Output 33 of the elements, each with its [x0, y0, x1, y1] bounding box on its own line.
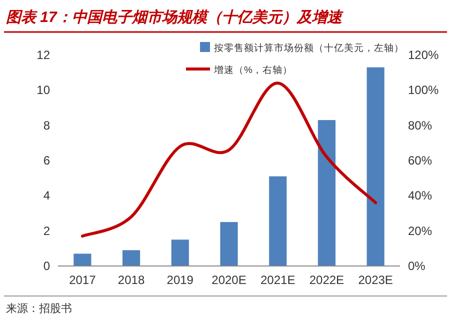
x-tick-label: 2020E [212, 273, 246, 287]
y-tick-label: 4 [43, 188, 50, 203]
y2-tick-label: 60% [408, 154, 432, 168]
bar [366, 67, 384, 266]
bar [269, 176, 287, 266]
bar [220, 222, 238, 266]
bar [122, 250, 140, 266]
y-tick-label: 0 [43, 259, 50, 273]
legend-label: 按零售额计算市场份额（十亿美元，左轴） [214, 42, 404, 54]
chart-title: 图表 17：中国电子烟市场规模（十亿美元）及增速 [6, 8, 344, 26]
legend-label: 增速（%，右轴） [213, 64, 292, 76]
bar [318, 120, 336, 266]
y-tick-label: 12 [36, 48, 50, 62]
x-tick-label: 2021E [260, 273, 296, 287]
y2-tick-label: 20% [408, 224, 432, 238]
x-tick-label: 2017 [69, 273, 96, 287]
y2-tick-label: 0% [408, 259, 426, 273]
x-tick-label: 2019 [166, 273, 194, 287]
y-tick-label: 8 [43, 118, 50, 132]
x-tick-label: 2022E [309, 273, 344, 287]
y2-tick-label: 100% [408, 83, 440, 98]
y2-tick-label: 120% [408, 48, 440, 62]
y-tick-label: 2 [43, 224, 50, 238]
y2-tick-label: 80% [408, 118, 432, 132]
x-tick-label: 2023E [358, 273, 393, 287]
y2-tick-label: 40% [408, 188, 432, 203]
y-tick-label: 10 [36, 83, 50, 98]
line-series [80, 82, 378, 238]
bar [74, 254, 92, 266]
x-tick-label: 2018 [118, 273, 145, 287]
source-note: 来源：招股书 [6, 302, 72, 315]
y-tick-label: 6 [43, 154, 50, 168]
bar [171, 240, 189, 266]
